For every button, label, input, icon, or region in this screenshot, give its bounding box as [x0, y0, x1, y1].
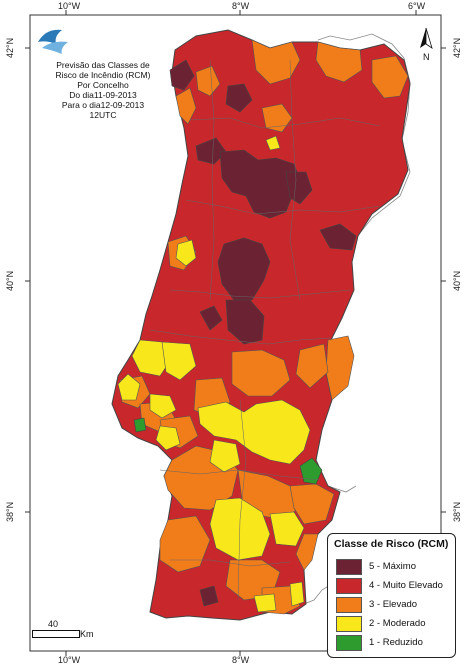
title-line: Por Concelho	[77, 80, 129, 90]
legend-item: 5 - Máximo	[336, 559, 454, 575]
legend-item: 1 - Reduzido	[336, 635, 454, 651]
bottom-tick-label-8w: 8°W	[232, 655, 250, 665]
left-tick-label-38n: 38°N	[5, 501, 15, 522]
left-tick-label-42n: 42°N	[5, 37, 15, 58]
map-title-block: Previsão das Classes de Risco de Incêndi…	[38, 60, 168, 120]
right-tick-label-40n: 40°N	[452, 270, 462, 291]
top-tick-label-8w: 8°W	[232, 1, 250, 11]
legend-swatch	[336, 578, 362, 594]
legend-label: 5 - Máximo	[369, 561, 416, 572]
legend-title: Classe de Risco (RCM)	[334, 538, 449, 550]
legend-swatch	[336, 616, 362, 632]
bottom-tick-label-10w: 10°W	[58, 655, 81, 665]
risk-class-1-regions	[133, 417, 323, 485]
right-tick-label-42n: 42°N	[452, 37, 462, 58]
top-tick-label-10w: 10°W	[58, 1, 81, 11]
title-line: Do dia11-09-2013	[69, 90, 137, 100]
title-line: Para o dia12-09-2013	[61, 100, 145, 110]
north-label: N	[423, 52, 430, 62]
legend-swatch	[336, 559, 362, 575]
scale-bar	[32, 630, 80, 638]
spain-south-coast	[303, 584, 331, 605]
legend-label: 4 - Muito Elevado	[369, 580, 443, 591]
risk-class-5-regions	[169, 59, 357, 607]
municipality-boundaries	[149, 59, 381, 601]
legend-swatch	[336, 597, 362, 613]
left-tick-label-40n: 40°N	[5, 270, 15, 291]
legend-label: 2 - Moderado	[369, 618, 426, 629]
scale-unit: Km	[80, 629, 94, 639]
top-tick-label-6w: 6°W	[408, 1, 426, 11]
scale-value: 40	[48, 619, 59, 629]
legend-label: 1 - Reduzido	[369, 637, 423, 648]
legend: Classe de Risco (RCM) 5 - Máximo 4 - Mui…	[327, 533, 456, 658]
title-line: Previsão das Classes de	[56, 60, 150, 70]
legend-label: 3 - Elevado	[369, 599, 418, 610]
title-line: Risco de Incêndio (RCM)	[55, 70, 151, 80]
legend-swatch	[336, 635, 362, 651]
right-tick-label-38n: 38°N	[452, 501, 462, 522]
north-arrow-icon	[420, 27, 433, 49]
legend-item: 3 - Elevado	[336, 597, 454, 613]
title-line: 12UTC	[89, 110, 117, 120]
legend-item: 4 - Muito Elevado	[336, 578, 454, 594]
ipma-logo-icon	[38, 24, 70, 56]
risk-class-3-regions	[119, 39, 409, 615]
graticule-ticks	[25, 10, 446, 656]
legend-item: 2 - Moderado	[336, 616, 454, 632]
